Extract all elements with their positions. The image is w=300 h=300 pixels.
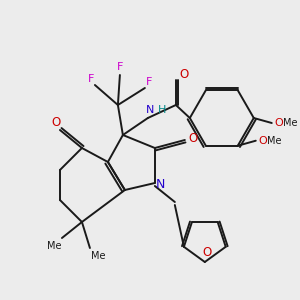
Text: Me: Me <box>284 118 298 128</box>
Text: H: H <box>158 105 166 115</box>
Text: Me: Me <box>47 241 61 251</box>
Text: O: O <box>51 116 61 130</box>
Text: Me: Me <box>268 136 282 146</box>
Text: F: F <box>146 77 152 87</box>
Text: Me: Me <box>91 251 105 261</box>
Text: N: N <box>156 178 166 191</box>
Text: O: O <box>258 136 267 146</box>
Text: O: O <box>188 131 197 145</box>
Text: N: N <box>146 105 154 115</box>
Text: F: F <box>117 62 123 72</box>
Text: O: O <box>179 68 188 82</box>
Text: O: O <box>274 118 283 128</box>
Text: F: F <box>88 74 94 84</box>
Text: O: O <box>202 247 212 260</box>
